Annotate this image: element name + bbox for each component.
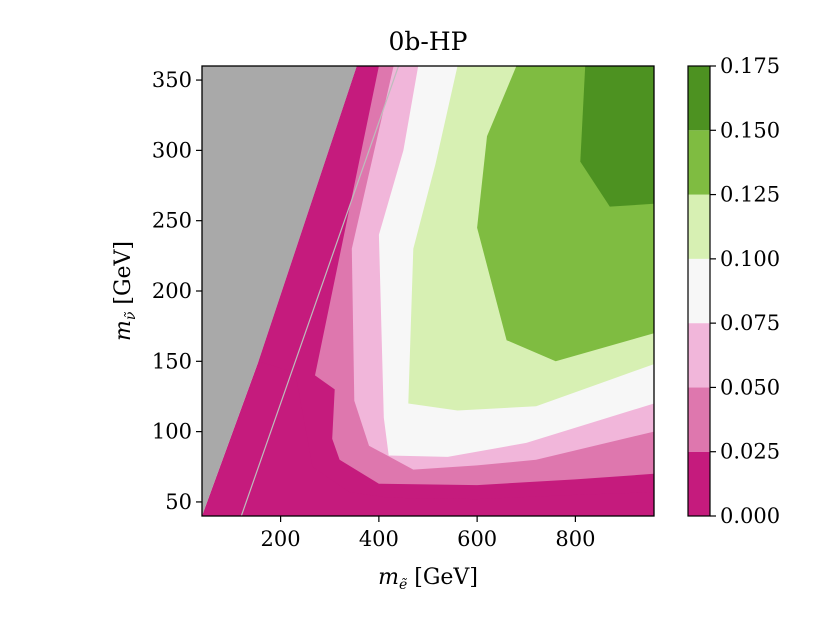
colorbar-segment xyxy=(688,258,710,324)
x-axis: 200 400 600 800 xyxy=(261,516,595,551)
colorbar-segment xyxy=(688,451,710,516)
colorbar: 0.000 0.025 0.050 0.075 0.100 0.125 0.150 0.175 xyxy=(687,54,780,528)
y-tick-label: 150 xyxy=(152,349,192,373)
x-tick-label: 400 xyxy=(359,527,399,551)
y-tick-label: 300 xyxy=(152,138,192,162)
x-axis-label: mẽ [GeV] xyxy=(378,565,478,593)
colorbar-frame xyxy=(687,65,711,517)
colorbar-tick-label: 0.125 xyxy=(720,183,780,207)
y-tick-label: 350 xyxy=(152,68,192,92)
y-tick-label: 250 xyxy=(152,209,192,233)
colorbar-segment xyxy=(688,130,710,195)
x-tick-label: 200 xyxy=(261,527,301,551)
colorbar-segment xyxy=(688,387,710,452)
plot-area xyxy=(202,66,654,516)
colorbar-tick-label: 0.050 xyxy=(720,375,780,399)
chart-title: 0b-HP xyxy=(389,27,468,56)
y-axis: 50 100 150 200 250 300 350 xyxy=(152,68,202,514)
x-tick-label: 600 xyxy=(457,527,497,551)
y-tick-label: 50 xyxy=(165,490,192,514)
colorbar-tick-label: 0.025 xyxy=(720,440,780,464)
colorbar-tick-label: 0.000 xyxy=(720,504,780,528)
y-tick-label: 100 xyxy=(152,420,192,444)
colorbar-segment xyxy=(688,66,710,131)
colorbar-tick-label: 0.075 xyxy=(720,311,780,335)
contour-band-7 xyxy=(580,66,654,207)
y-tick-label: 200 xyxy=(152,279,192,303)
colorbar-tick-label: 0.100 xyxy=(720,247,780,271)
y-axis-label: mν̃ [GeV] xyxy=(111,241,139,341)
colorbar-segment xyxy=(688,323,710,388)
diagonal-line xyxy=(240,66,400,516)
colorbar-segment xyxy=(688,194,710,259)
excluded-region xyxy=(202,66,357,516)
x-tick-label: 800 xyxy=(555,527,595,551)
colorbar-tick-label: 0.150 xyxy=(720,118,780,142)
colorbar-tick-label: 0.175 xyxy=(720,54,780,78)
